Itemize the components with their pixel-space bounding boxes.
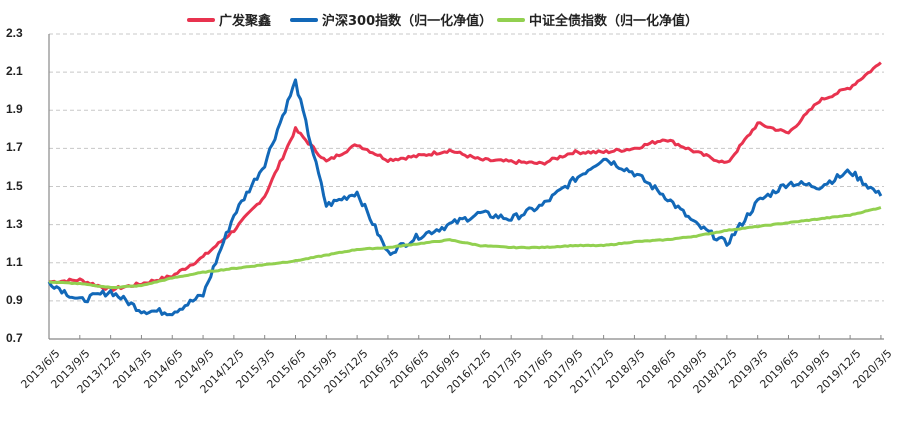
legend-item-csi-bond: 中证全债指数（归一化净值）	[497, 10, 698, 29]
series-line-2	[48, 206, 882, 289]
y-tick-label: 2.3	[6, 26, 23, 40]
y-tick-label: 2.1	[6, 64, 23, 79]
y-tick-label: 0.9	[6, 292, 23, 307]
legend-item-hs300: 沪深300指数（归一化净值）	[290, 10, 492, 29]
y-tick-label: 1.3	[6, 216, 23, 231]
series-line-0	[48, 61, 882, 292]
legend-swatch-blue	[290, 17, 318, 22]
legend-swatch-red	[187, 17, 215, 22]
y-tick-label: 1.7	[6, 140, 23, 155]
y-tick-label: 1.1	[6, 254, 23, 269]
y-tick-label: 1.9	[6, 102, 23, 117]
series-line-1	[47, 78, 883, 317]
legend-label: 广发聚鑫	[219, 14, 272, 29]
legend-label: 中证全债指数（归一化净值）	[529, 14, 699, 29]
y-tick-label: 1.5	[6, 178, 23, 193]
legend-label: 沪深300指数（归一化净值）	[322, 14, 493, 29]
legend-swatch-green	[497, 17, 525, 22]
y-tick-label: 0.7	[6, 331, 23, 345]
chart-legend: 广发聚鑫 沪深300指数（归一化净值） 中证全债指数（归一化净值）	[0, 10, 905, 30]
legend-item-guangfa-juxin: 广发聚鑫	[187, 10, 271, 29]
